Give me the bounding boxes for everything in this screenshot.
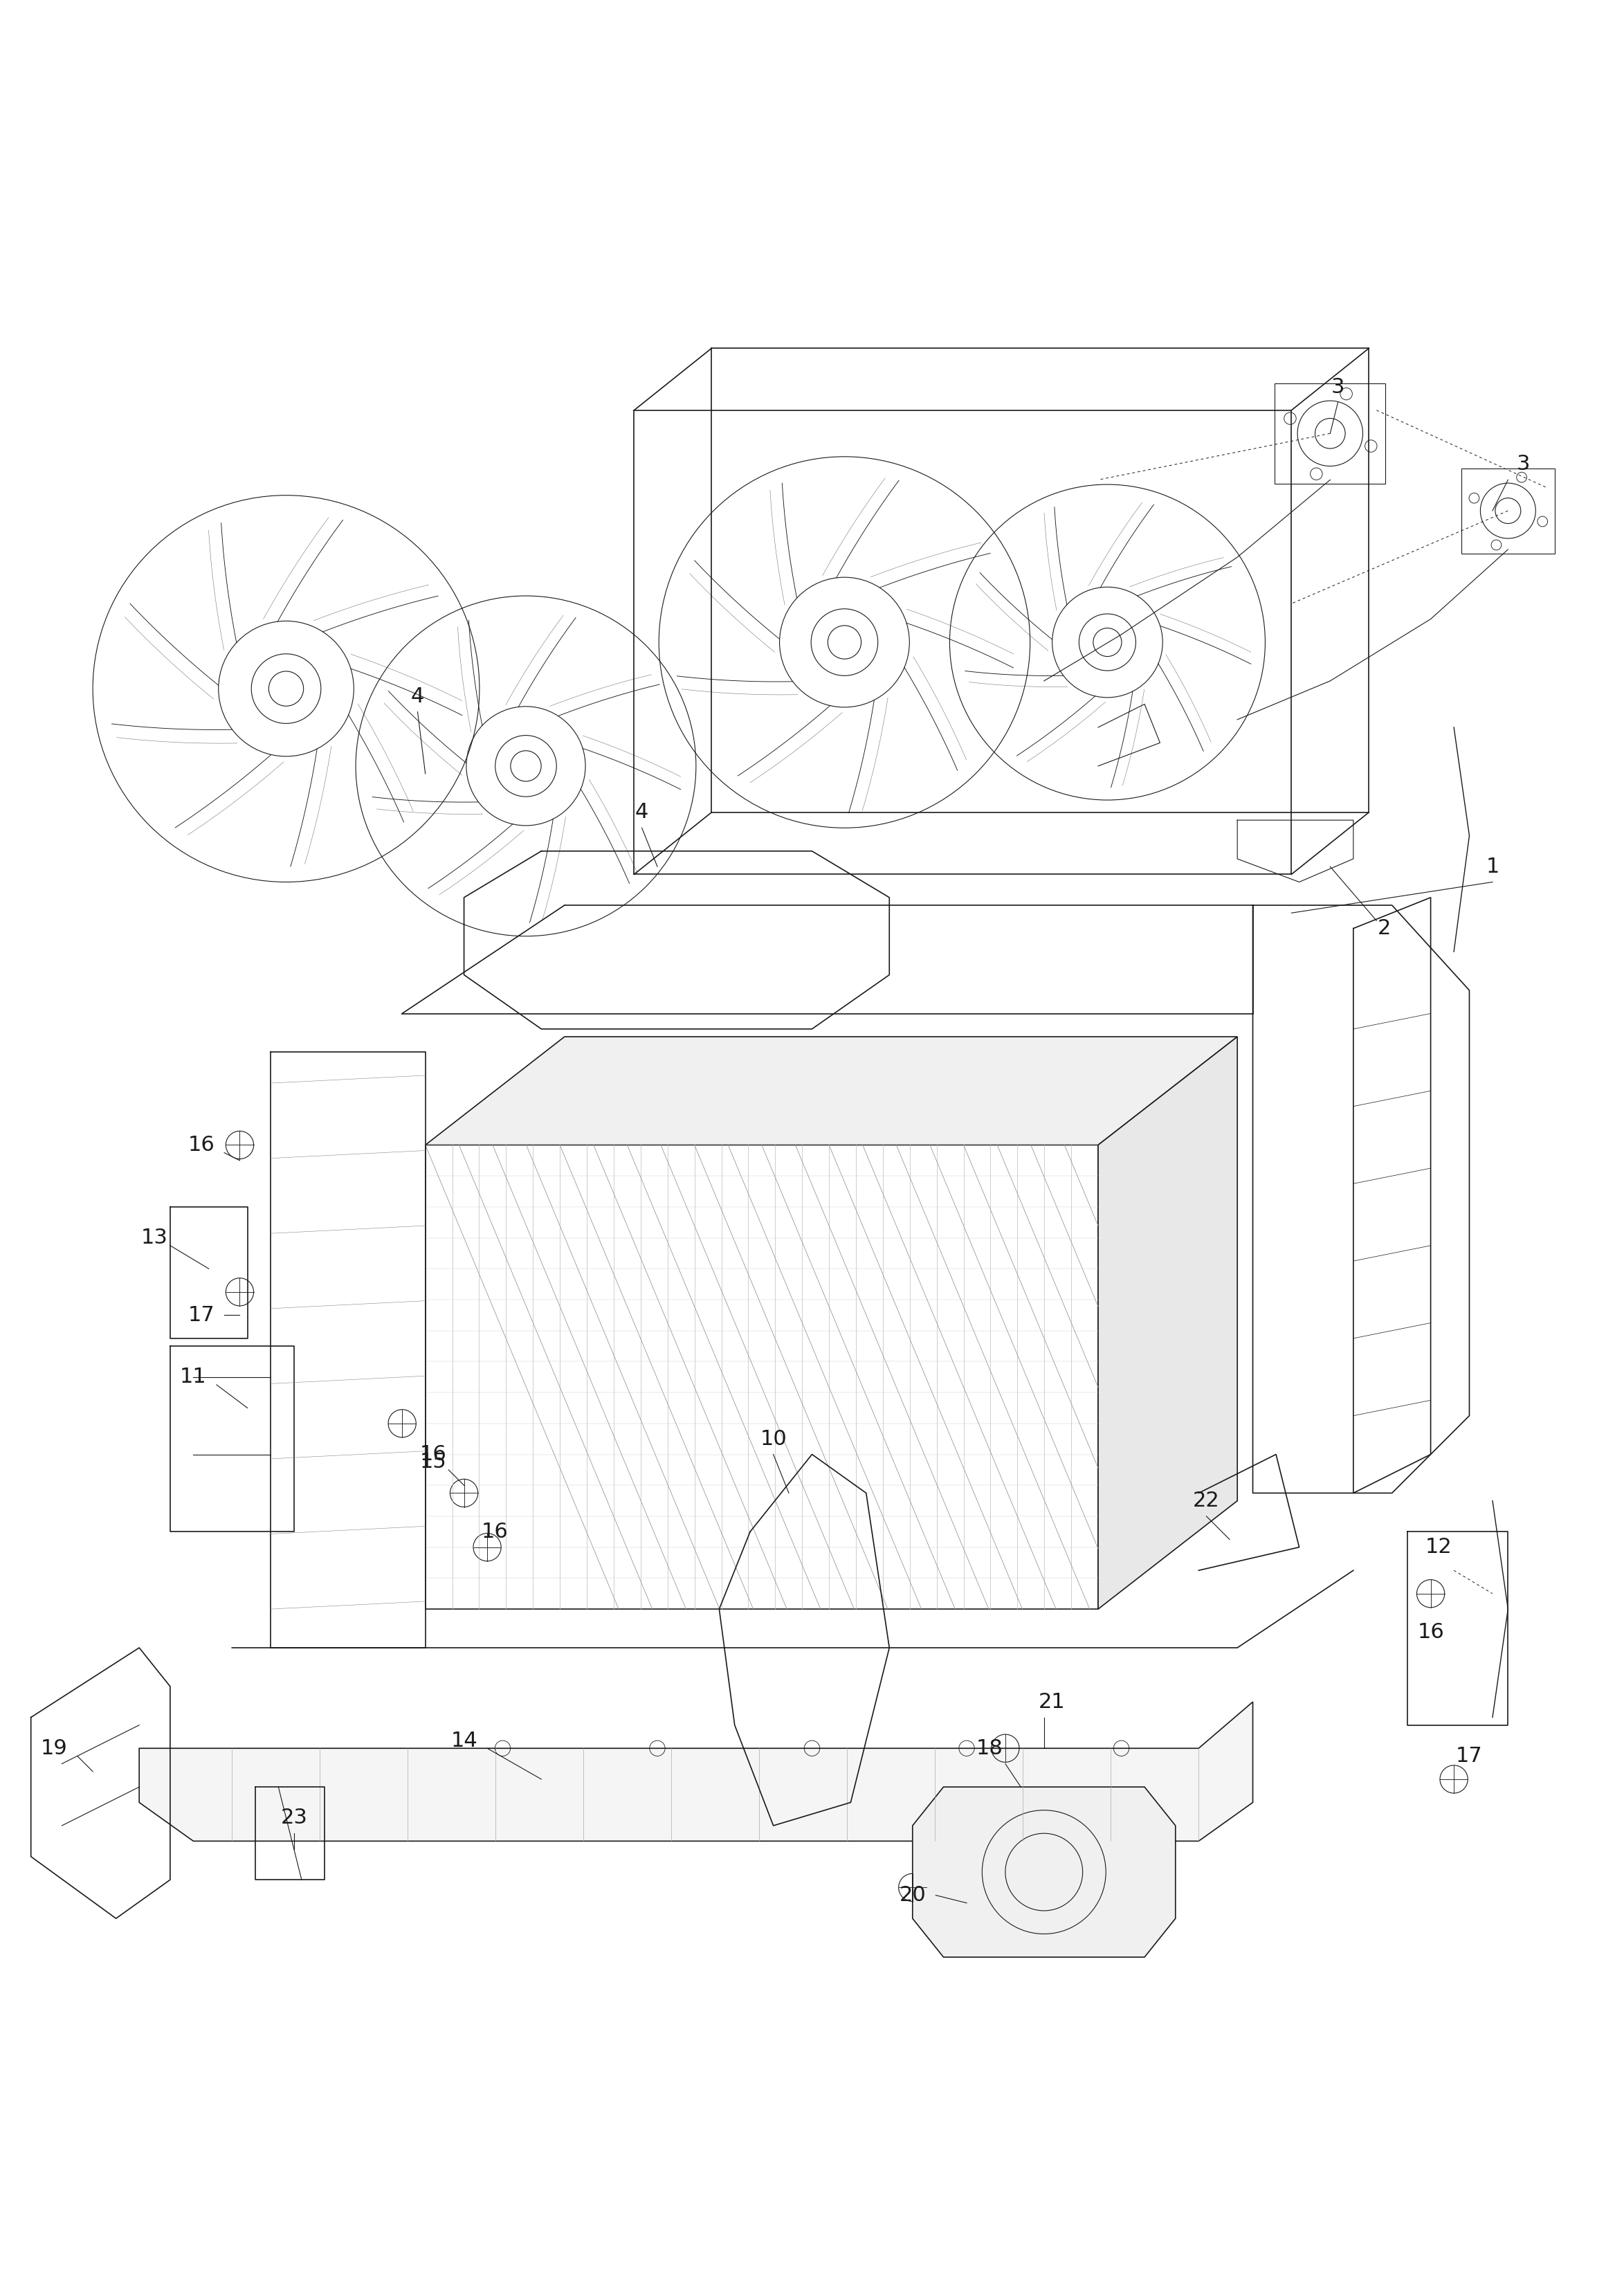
Bar	[1275, 382, 1385, 483]
Text: 23: 23	[281, 1807, 307, 1827]
Text: 19: 19	[41, 1738, 68, 1759]
Text: 1: 1	[1486, 856, 1499, 877]
Polygon shape	[425, 1037, 1237, 1145]
Text: 4: 4	[635, 801, 648, 822]
Text: 12: 12	[1424, 1537, 1452, 1557]
Text: 3: 3	[1332, 378, 1345, 396]
Text: 16: 16	[1418, 1621, 1444, 1642]
Text: 14: 14	[450, 1731, 477, 1750]
Polygon shape	[1098, 1037, 1237, 1610]
Text: 3: 3	[1517, 453, 1530, 474]
Text: 18: 18	[976, 1738, 1004, 1759]
Polygon shape	[140, 1701, 1252, 1841]
Bar	[1462, 467, 1554, 554]
Text: 16: 16	[419, 1445, 447, 1463]
Text: 2: 2	[1377, 918, 1392, 939]
Text: 17: 17	[1457, 1745, 1483, 1766]
Text: 13: 13	[141, 1227, 169, 1248]
Text: 4: 4	[411, 687, 424, 705]
Polygon shape	[913, 1786, 1176, 1958]
Text: 21: 21	[1038, 1692, 1065, 1713]
Text: 20: 20	[900, 1885, 926, 1905]
Text: 16: 16	[482, 1521, 508, 1541]
Text: 11: 11	[180, 1367, 206, 1388]
Text: 22: 22	[1194, 1491, 1220, 1511]
Text: 17: 17	[188, 1305, 214, 1326]
Text: 10: 10	[760, 1429, 786, 1450]
Text: 16: 16	[188, 1136, 214, 1154]
Text: 15: 15	[419, 1452, 447, 1472]
